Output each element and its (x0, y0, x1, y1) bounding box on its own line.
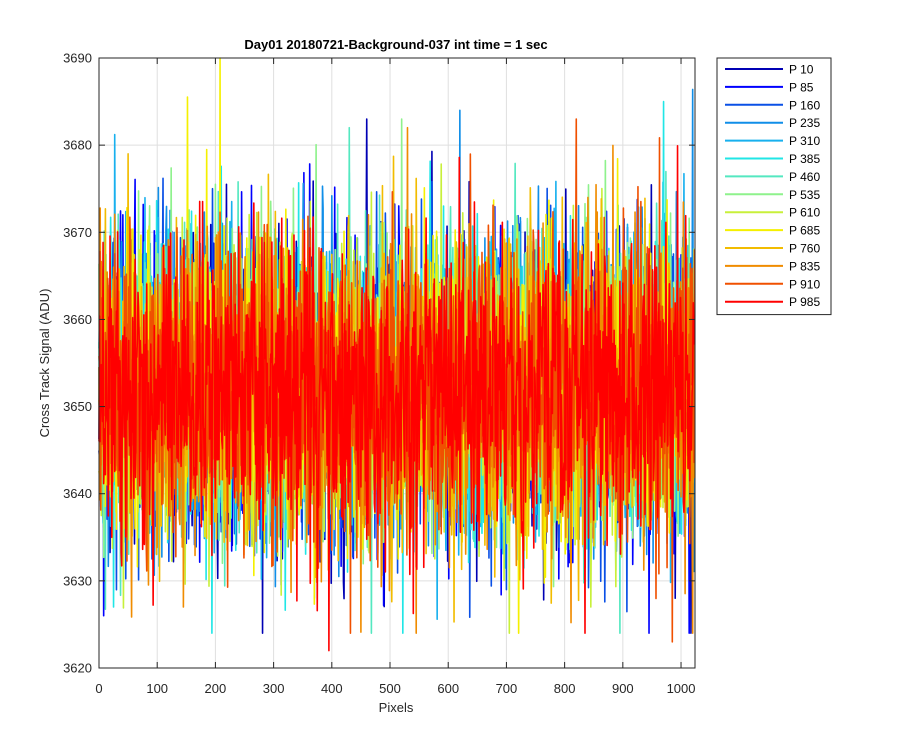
x-tick-label: 300 (263, 681, 285, 696)
legend-label: P 985 (789, 295, 820, 309)
x-tick-label: 500 (379, 681, 401, 696)
x-tick-label: 700 (496, 681, 518, 696)
legend: P 10 P 85 P 160 P 235 P 310 P 385 P 460 P 535 P … (716, 57, 832, 316)
plot-border (98, 57, 696, 669)
x-tick-label: 100 (146, 681, 168, 696)
x-tick-label: 1000 (667, 681, 696, 696)
series-layer (98, 57, 696, 652)
x-axis-label: Pixels (379, 700, 414, 715)
x-tick-label: 800 (554, 681, 576, 696)
legend-label: P 310 (789, 134, 820, 148)
chart-title: Day01 20180721-Background-037 int time =… (244, 37, 547, 52)
y-tick-label: 3670 (63, 225, 92, 240)
legend-label: P 10 (789, 63, 814, 77)
x-tick-label: 600 (437, 681, 459, 696)
y-tick-label: 3650 (63, 399, 92, 414)
legend-label: P 835 (789, 259, 820, 273)
y-tick-label: 3640 (63, 486, 92, 501)
legend-label: P 910 (789, 277, 820, 291)
x-tick-label: 0 (95, 681, 102, 696)
tick-layer: 0 100 200 300 400 500 600 700 800 900 1000 3620 3630… (63, 51, 695, 697)
legend-label: P 235 (789, 116, 820, 130)
y-tick-label: 3660 (63, 312, 92, 327)
legend-label: P 460 (789, 170, 820, 184)
legend-label: P 685 (789, 224, 820, 238)
x-tick-label: 200 (205, 681, 227, 696)
legend-label: P 160 (789, 98, 820, 112)
series-line-p-985 (98, 144, 696, 652)
legend-label: P 85 (789, 80, 814, 94)
legend-label: P 610 (789, 206, 820, 220)
x-tick-label: 900 (612, 681, 634, 696)
y-tick-label: 3630 (63, 573, 92, 588)
y-axis-label: Cross Track Signal (ADU) (37, 289, 52, 438)
legend-label: P 385 (789, 152, 820, 166)
legend-label: P 760 (789, 242, 820, 256)
y-tick-label: 3690 (63, 51, 92, 66)
legend-box (716, 57, 832, 316)
x-tick-label: 400 (321, 681, 343, 696)
y-tick-label: 3620 (63, 661, 92, 676)
legend-label: P 535 (789, 188, 820, 202)
y-tick-label: 3680 (63, 138, 92, 153)
